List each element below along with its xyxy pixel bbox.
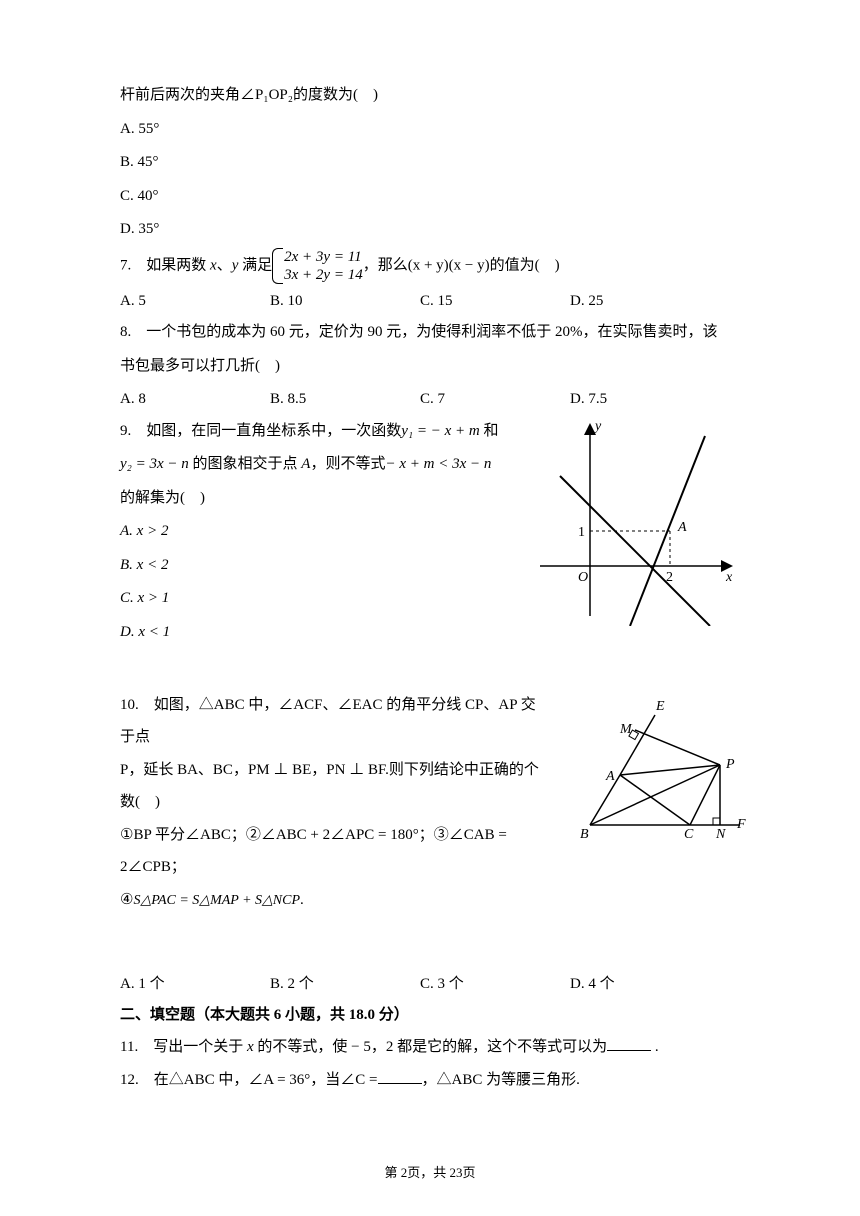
q7-eq1: 2x + 3y = 11 bbox=[284, 248, 363, 266]
q7-optB: B. 10 bbox=[270, 286, 420, 318]
q7-mid1: 、 bbox=[217, 257, 232, 273]
q7-stem: 7. 如果两数 x、y 满足 2x + 3y = 11 3x + 2y = 14… bbox=[120, 248, 740, 284]
q6-optB: B. 45° bbox=[120, 147, 740, 179]
q11-x: x bbox=[247, 1039, 254, 1055]
q12: 12. 在△ABC 中，∠A = 36°，当∠C = ，△ABC 为等腰三角形. bbox=[120, 1065, 740, 1097]
q8-optA: A. 8 bbox=[120, 384, 270, 416]
q7-options: A. 5 B. 10 C. 15 D. 25 bbox=[120, 286, 740, 318]
q7-eq2: 3x + 2y = 14 bbox=[284, 266, 363, 284]
q10-line2: P，延长 BA、BC，PM ⊥ BE，PN ⊥ BF.则下列结论中正确的个数( … bbox=[120, 755, 540, 818]
q10-options: A. 1 个 B. 2 个 C. 3 个 D. 4 个 bbox=[120, 969, 740, 1001]
q10-line4-pre: ④ bbox=[120, 892, 133, 908]
q8-optC: C. 7 bbox=[420, 384, 570, 416]
q9-line3: 的解集为( ) bbox=[120, 483, 500, 515]
q10-line4-post: . bbox=[300, 892, 304, 908]
q10-A: A bbox=[605, 769, 615, 784]
q8-line2: 书包最多可以打几折( ) bbox=[120, 351, 740, 383]
q10-M: M bbox=[619, 722, 633, 737]
q9-optC: C. x > 1 bbox=[120, 583, 500, 615]
q7-brace: 2x + 3y = 11 3x + 2y = 14 bbox=[272, 248, 363, 284]
q10-graph: E M P A B C N F bbox=[570, 690, 750, 840]
q9-line2: y₂ = 3x − n 的图象相交于点 A，则不等式− x + m < 3x −… bbox=[120, 449, 500, 481]
q6-continuation: 杆前后两次的夹角∠P₁OP₂的度数为( ) bbox=[120, 80, 740, 112]
q9-optB: B. x < 2 bbox=[120, 550, 500, 582]
q9-origin: O bbox=[578, 570, 588, 585]
q11: 11. 写出一个关于 x 的不等式，使 − 5，2 都是它的解，这个不等式可以为… bbox=[120, 1032, 740, 1064]
q9-optD: D. x < 1 bbox=[120, 617, 500, 649]
q10-line4-eq: S△PAC = S△MAP + S△NCP bbox=[133, 893, 300, 908]
q11-blank bbox=[607, 1036, 651, 1051]
q7-suffix: ，那么(x + y)(x − y)的值为( ) bbox=[363, 257, 560, 273]
q9-block: 9. 如图，在同一直角坐标系中，一次函数y₁ = − x + m 和 y₂ = … bbox=[120, 416, 740, 649]
q9-line2-mid: 的图象相交于点 bbox=[189, 456, 302, 472]
q9-line1-pre: 9. 如图，在同一直角坐标系中，一次函数 bbox=[120, 423, 401, 439]
q7-x: x bbox=[210, 257, 217, 273]
q11-post: . bbox=[651, 1039, 659, 1055]
q7-optA: A. 5 bbox=[120, 286, 270, 318]
q10-optC: C. 3 个 bbox=[420, 969, 570, 1001]
q10-block: 10. 如图，△ABC 中，∠ACF、∠EAC 的角平分线 CP、AP 交于点 … bbox=[120, 690, 740, 917]
q10-E: E bbox=[655, 699, 665, 714]
q9-optA: A. x > 2 bbox=[120, 516, 500, 548]
q9-graph: y x O 1 2 A bbox=[530, 416, 740, 626]
q10-line1: 10. 如图，△ABC 中，∠ACF、∠EAC 的角平分线 CP、AP 交于点 bbox=[120, 690, 540, 753]
q10-line3: ①BP 平分∠ABC；②∠ABC + 2∠APC = 180°；③∠CAB = … bbox=[120, 820, 540, 883]
q9-line1: 9. 如图，在同一直角坐标系中，一次函数y₁ = − x + m 和 bbox=[120, 416, 500, 448]
q6-optD: D. 35° bbox=[120, 214, 740, 246]
q9-line2-ineq: − x + m < 3x − n bbox=[385, 456, 491, 472]
q8-optB: B. 8.5 bbox=[270, 384, 420, 416]
section2-title: 二、填空题（本大题共 6 小题，共 18.0 分） bbox=[120, 1000, 740, 1032]
q10-line4: ④S△PAC = S△MAP + S△NCP. bbox=[120, 885, 540, 917]
q11-mid: 的不等式，使 − 5，2 都是它的解，这个不等式可以为 bbox=[254, 1039, 607, 1055]
q9-line1-eq: y₁ = − x + m bbox=[401, 423, 479, 439]
q10-optB: B. 2 个 bbox=[270, 969, 420, 1001]
q7-optC: C. 15 bbox=[420, 286, 570, 318]
q6-optC: C. 40° bbox=[120, 181, 740, 213]
q9-point-a: A bbox=[677, 520, 687, 535]
q9-line2-post: ，则不等式 bbox=[310, 456, 385, 472]
q12-pre: 12. 在△ABC 中，∠A = 36°，当∠C = bbox=[120, 1072, 378, 1088]
q9-tick2: 2 bbox=[666, 570, 673, 585]
q7-prefix: 7. 如果两数 bbox=[120, 257, 210, 273]
q11-pre: 11. 写出一个关于 bbox=[120, 1039, 247, 1055]
page-footer: 第 2页，共 23页 bbox=[0, 1159, 860, 1186]
q10-optA: A. 1 个 bbox=[120, 969, 270, 1001]
q9-tick1: 1 bbox=[578, 525, 585, 540]
q10-optD: D. 4 个 bbox=[570, 969, 720, 1001]
q7-optD: D. 25 bbox=[570, 286, 720, 318]
q9-x-label: x bbox=[725, 570, 733, 585]
q6-optA: A. 55° bbox=[120, 114, 740, 146]
q10-B: B bbox=[580, 827, 589, 840]
q12-blank bbox=[378, 1069, 422, 1084]
q10-F: F bbox=[736, 817, 746, 832]
q10-C: C bbox=[684, 827, 694, 840]
q8-optD: D. 7.5 bbox=[570, 384, 720, 416]
q9-line2-pre: y₂ = 3x − n bbox=[120, 456, 189, 472]
q9-line1-post: 和 bbox=[480, 423, 499, 439]
q12-post: ，△ABC 为等腰三角形. bbox=[422, 1072, 580, 1088]
q7-mid2: 满足 bbox=[238, 257, 272, 273]
q8-line1: 8. 一个书包的成本为 60 元，定价为 90 元，为使得利润率不低于 20%，… bbox=[120, 317, 740, 349]
q9-y-label: y bbox=[593, 419, 602, 434]
q8-options: A. 8 B. 8.5 C. 7 D. 7.5 bbox=[120, 384, 740, 416]
q10-N: N bbox=[715, 827, 726, 840]
q10-P: P bbox=[725, 757, 735, 772]
